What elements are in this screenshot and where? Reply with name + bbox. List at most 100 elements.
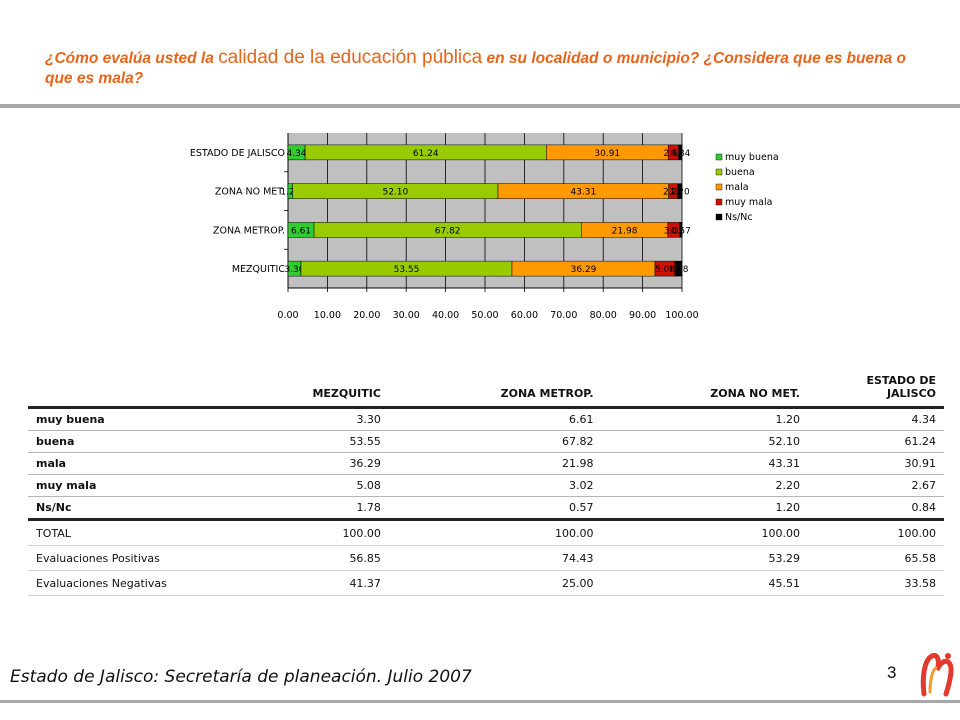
table-cell: 1.20 [601, 407, 808, 431]
table-cell: 61.24 [808, 430, 944, 453]
data-label: 1.78 [668, 265, 688, 275]
table-row: Ns/Nc 1.78 0.57 1.20 0.84 [28, 496, 944, 521]
table-cell: 0.84 [808, 496, 944, 521]
x-tick-label: 0.00 [277, 310, 298, 321]
data-label: 3.02 [664, 226, 684, 236]
table-cell: 67.82 [388, 430, 602, 453]
page-title: ¿Cómo evalúa usted la calidad de la educ… [45, 48, 935, 89]
data-label: 30.91 [594, 149, 620, 159]
table-cell: 45.51 [601, 570, 808, 596]
summary-row: Evaluaciones Negativas 41.37 25.00 45.51… [28, 570, 944, 596]
table-cell: 25.00 [388, 570, 602, 596]
summary-row: Evaluaciones Positivas 56.85 74.43 53.29… [28, 545, 944, 571]
x-tick-label: 20.00 [353, 310, 380, 321]
table-cell: 43.31 [601, 452, 808, 475]
row-label: Ns/Nc [28, 496, 224, 521]
x-tick-label: 90.00 [629, 310, 656, 321]
table-cell: 74.43 [388, 545, 602, 571]
legend-label: muy buena [725, 152, 779, 163]
table-cell: 56.85 [224, 545, 389, 571]
data-label: 6.61 [291, 226, 311, 236]
table-cell: 3.02 [388, 474, 602, 497]
data-label: 36.29 [571, 265, 597, 275]
row-label: Evaluaciones Positivas [28, 545, 224, 571]
bar-segment [679, 222, 683, 238]
data-label: 0.84 [670, 149, 690, 159]
data-label: 21.98 [612, 226, 638, 236]
table-row: buena 53.55 67.82 52.10 61.24 [28, 430, 944, 453]
legend-swatch [715, 198, 723, 206]
table-row: muy mala 5.08 3.02 2.20 2.67 [28, 474, 944, 497]
x-tick-label: 80.00 [590, 310, 617, 321]
source-footer: Estado de Jalisco: Secretaría de planeac… [10, 667, 472, 687]
data-label: 2.67 [663, 149, 683, 159]
column-header: ZONA NO MET. [601, 360, 808, 409]
data-label: 61.24 [413, 149, 439, 159]
table-cell: 6.61 [388, 407, 602, 431]
row-label: Evaluaciones Negativas [28, 570, 224, 596]
row-label: muy buena [28, 407, 224, 431]
page-number: 3 [887, 663, 897, 682]
table-cell: 0.57 [388, 496, 602, 521]
category-label: MEZQUITIC [232, 264, 286, 275]
table-cell: 21.98 [388, 452, 602, 475]
table-cell: 30.91 [808, 452, 944, 475]
x-tick-label: 100.00 [665, 310, 698, 321]
data-label: 53.55 [394, 265, 420, 275]
data-label: 43.31 [570, 188, 596, 198]
x-tick-label: 10.00 [314, 310, 341, 321]
logo-icon [920, 652, 954, 697]
stacked-bar-chart: 0.00 10.00 20.00 30.00 40.00 50.00 60.00 70.00 8… [190, 133, 779, 321]
category-label: ZONA METROP. [213, 225, 285, 236]
category-label: ZONA NO MET. [215, 187, 285, 198]
data-label: 4.34 [287, 149, 307, 159]
table-cell: 53.55 [224, 430, 389, 453]
table-cell: 53.29 [601, 545, 808, 571]
table-row: mala 36.29 21.98 43.31 30.91 [28, 452, 944, 475]
table-cell: 2.67 [808, 474, 944, 497]
legend-label: muy mala [725, 197, 772, 208]
title-part-2: en su localidad o municipio? ¿Considera … [45, 50, 906, 87]
data-label: 2.20 [663, 188, 683, 198]
title-emphasis: calidad de la educación pública [218, 47, 483, 68]
x-tick-label: 60.00 [511, 310, 538, 321]
legend-label: Ns/Nc [725, 212, 753, 223]
row-label: muy mala [28, 474, 224, 497]
data-label: 0.57 [671, 226, 691, 236]
table-cell: 36.29 [224, 452, 389, 475]
data-label: 5.08 [655, 265, 675, 275]
legend-swatch [715, 183, 723, 191]
table-cell: 100.00 [601, 519, 808, 546]
bar-segment [677, 183, 683, 199]
legend-swatch [715, 153, 723, 161]
table-corner [28, 360, 224, 409]
row-label: buena [28, 430, 224, 453]
bar-segment [674, 260, 683, 277]
data-label: 1.20 [280, 188, 300, 198]
table-cell: 100.00 [388, 519, 602, 546]
table-cell: 65.58 [808, 545, 944, 571]
legend-swatch [715, 168, 723, 176]
bar-segment [678, 144, 683, 161]
table-cell: 4.34 [808, 407, 944, 431]
table-cell: 100.00 [808, 519, 944, 546]
table-cell: 1.20 [601, 496, 808, 521]
bottom-divider [0, 700, 960, 703]
legend-label: mala [725, 182, 749, 193]
title-part-1: ¿Cómo evalúa usted la [45, 50, 219, 67]
table-cell: 41.37 [224, 570, 389, 596]
column-header: MEZQUITIC [224, 360, 389, 409]
top-divider [0, 104, 960, 108]
column-header: ESTADO DE JALISCO [808, 360, 944, 409]
data-label: 52.10 [382, 188, 408, 198]
column-header: ZONA METROP. [388, 360, 602, 409]
data-label: 67.82 [435, 226, 461, 236]
legend-swatch [715, 213, 723, 221]
x-tick-label: 40.00 [432, 310, 459, 321]
table-header-row: MEZQUITIC ZONA METROP. ZONA NO MET. ESTA… [28, 360, 944, 409]
legend-label: buena [725, 167, 755, 178]
table-cell: 52.10 [601, 430, 808, 453]
category-label: ESTADO DE JALISCO [190, 148, 285, 159]
table-cell: 100.00 [224, 519, 389, 546]
row-label: mala [28, 452, 224, 475]
